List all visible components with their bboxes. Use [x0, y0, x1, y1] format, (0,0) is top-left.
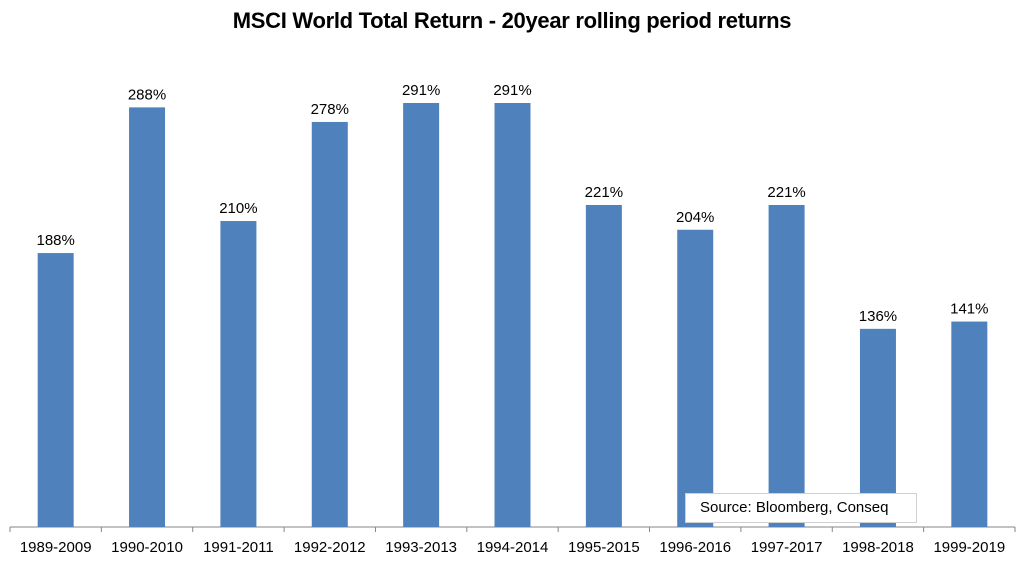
data-label-1998-2018: 136% [859, 308, 897, 325]
data-label-1989-2009: 188% [36, 232, 74, 249]
data-label-1992-2012: 278% [311, 101, 349, 118]
bar-1996-2016 [677, 229, 714, 528]
bar-1993-2013 [403, 103, 440, 527]
data-label-1997-2017: 221% [767, 184, 805, 201]
x-tick-label-1993-2013: 1993-2013 [385, 539, 457, 556]
x-tick-label-1989-2009: 1989-2009 [20, 539, 92, 556]
data-label-1999-2019: 141% [950, 301, 988, 318]
x-tick-label-1992-2012: 1992-2012 [294, 539, 366, 556]
data-label-1991-2011: 210% [219, 200, 257, 217]
x-tick-label-1997-2017: 1997-2017 [751, 539, 823, 556]
bar-1991-2011 [220, 221, 257, 527]
bar-1994-2014 [494, 103, 531, 527]
x-tick-label-1996-2016: 1996-2016 [659, 539, 731, 556]
chart-title: MSCI World Total Return - 20year rolling… [232, 8, 792, 33]
x-tick-label-1991-2011: 1991-2011 [203, 539, 274, 556]
bar-1995-2015 [585, 204, 622, 527]
x-tick-label-1999-2019: 1999-2019 [933, 539, 1005, 556]
data-label-1994-2014: 291% [493, 82, 531, 99]
data-label-1990-2010: 288% [128, 86, 166, 103]
source-annotation: Source: Bloomberg, Conseq [685, 493, 917, 523]
x-tick-label-1998-2018: 1998-2018 [842, 539, 914, 556]
x-tick-label-1994-2014: 1994-2014 [477, 539, 549, 556]
data-label-1993-2013: 291% [402, 82, 440, 99]
bar-1999-2019 [951, 321, 988, 527]
bar-1990-2010 [129, 107, 166, 528]
data-label-1996-2016: 204% [676, 209, 714, 226]
x-tick-label-1990-2010: 1990-2010 [111, 539, 183, 556]
data-label-1995-2015: 221% [585, 184, 623, 201]
bar-1992-2012 [311, 121, 348, 527]
bar-1997-2017 [768, 204, 805, 527]
x-tick-label-1995-2015: 1995-2015 [568, 539, 640, 556]
bar-1989-2009 [37, 253, 74, 527]
